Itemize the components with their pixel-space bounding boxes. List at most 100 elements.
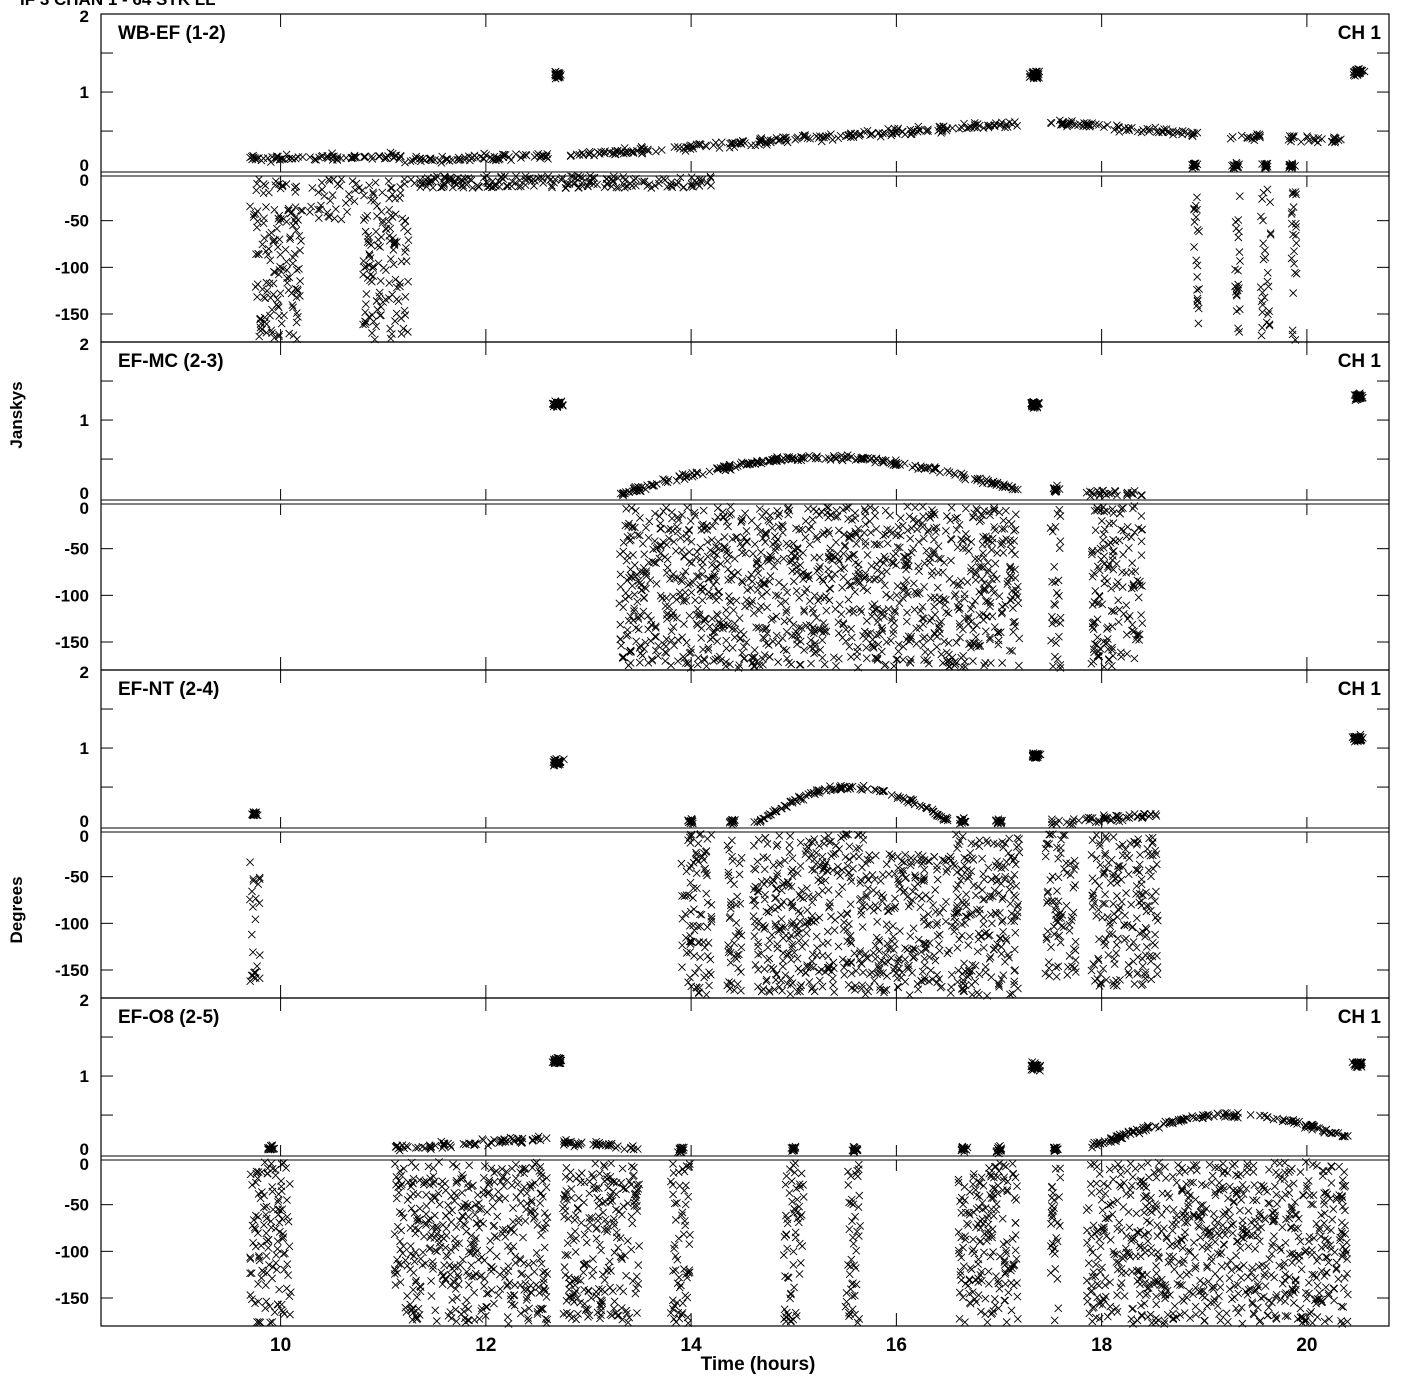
data-point [881, 129, 890, 138]
data-point [889, 932, 898, 941]
data-point [1287, 134, 1296, 143]
data-point [372, 297, 381, 305]
data-point [1260, 293, 1269, 302]
data-point [1096, 860, 1105, 869]
data-point [368, 154, 377, 163]
data-point [1011, 893, 1020, 901]
data-point [815, 511, 824, 520]
data-point [765, 936, 774, 945]
data-point [274, 332, 283, 341]
data-point [1112, 121, 1121, 130]
data-point [688, 468, 697, 477]
panel-baseline-label: EF-NT (2-4) [118, 679, 219, 700]
data-point [255, 899, 264, 908]
data-point [1147, 872, 1155, 881]
data-point [1122, 630, 1131, 639]
data-point [291, 188, 300, 196]
panel-baseline-label: EF-MC (2-3) [118, 351, 224, 372]
data-point [661, 552, 670, 561]
data-point [292, 293, 301, 302]
data-point [537, 173, 546, 182]
amplitude-points [264, 1053, 1367, 1158]
data-point [788, 854, 797, 863]
data-point [757, 592, 766, 601]
data-point [253, 293, 262, 301]
data-point [901, 944, 910, 953]
data-point [1260, 246, 1269, 255]
data-point [808, 957, 817, 966]
data-point [387, 330, 396, 338]
data-point [1013, 582, 1022, 591]
data-point [578, 178, 587, 187]
data-point [1119, 609, 1128, 618]
data-point [772, 884, 780, 893]
data-point [391, 194, 400, 203]
data-point [694, 839, 703, 848]
data-point [260, 234, 269, 243]
data-point [262, 278, 271, 287]
data-point [836, 131, 845, 140]
data-point [947, 970, 956, 979]
data-point [284, 286, 293, 295]
data-point [523, 174, 532, 183]
data-point [943, 467, 952, 475]
data-point [269, 267, 278, 276]
data-point [1110, 125, 1119, 134]
data-point [1046, 876, 1055, 884]
data-point [702, 990, 711, 999]
data-point [337, 215, 346, 224]
data-point [746, 584, 755, 593]
panel-channel-label: CH 1 [1338, 351, 1382, 372]
data-point [330, 214, 339, 223]
data-point [441, 174, 450, 183]
data-point [1050, 562, 1059, 571]
data-point [942, 608, 951, 617]
data-point [659, 507, 668, 516]
data-point [454, 153, 463, 162]
y-tick-label: -150 [55, 305, 89, 324]
data-point [1106, 878, 1115, 887]
data-point [388, 290, 397, 299]
data-point [1055, 544, 1064, 553]
data-point [390, 238, 399, 247]
data-point [871, 511, 879, 520]
data-point [331, 205, 340, 214]
data-point [687, 180, 696, 189]
data-point [1190, 217, 1199, 226]
data-point [672, 180, 681, 189]
data-point [314, 214, 323, 223]
data-point [889, 629, 898, 638]
data-point [510, 1137, 519, 1146]
data-point [1288, 326, 1297, 335]
data-point [895, 599, 904, 608]
data-point [747, 141, 756, 150]
data-point [248, 155, 257, 164]
data-point [491, 181, 500, 190]
data-point [261, 294, 270, 303]
data-point [905, 637, 914, 646]
data-point [742, 526, 751, 535]
data-point [382, 225, 391, 234]
data-point [863, 784, 872, 793]
y-tick-label: -150 [55, 961, 89, 980]
data-point [819, 939, 827, 948]
data-point [347, 154, 356, 163]
data-point [1258, 194, 1267, 203]
data-point [761, 890, 770, 899]
data-point [426, 177, 435, 186]
data-point [1188, 161, 1197, 170]
data-point [867, 129, 876, 138]
data-point [775, 509, 784, 518]
data-point [448, 183, 457, 192]
data-point [258, 325, 267, 334]
data-point [314, 205, 323, 214]
data-point [1128, 504, 1137, 513]
data-point [946, 516, 955, 525]
data-point [777, 915, 786, 924]
data-point [715, 144, 724, 152]
data-point [779, 934, 788, 943]
data-point [1088, 836, 1097, 845]
data-point [890, 940, 899, 948]
